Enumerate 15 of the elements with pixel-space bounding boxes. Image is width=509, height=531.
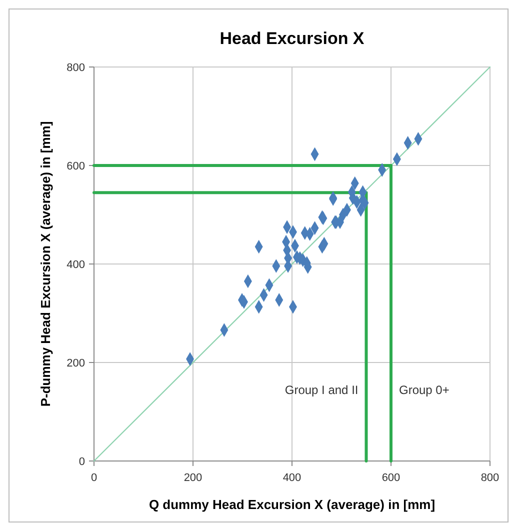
y-tick-label: 400: [66, 259, 85, 271]
y-tick-label: 600: [66, 160, 85, 172]
series-label: Group I and II: [284, 383, 358, 398]
y-tick-label: 0: [78, 456, 85, 468]
y-axis-title: P-dummy Head Excursion X (average) in [mm]: [38, 121, 53, 407]
x-axis-title: Q dummy Head Excursion X (average) in [mm]: [148, 497, 436, 512]
series-label: Group 0+: [399, 383, 450, 398]
y-tick-label: 200: [66, 358, 85, 370]
x-tick-label: 600: [382, 472, 400, 484]
x-tick-label: 400: [282, 472, 302, 484]
chart-title: Head Excursion X: [220, 29, 365, 48]
x-tick-label: 0: [90, 472, 98, 484]
y-tick-label: 800: [66, 62, 85, 74]
x-tick-label: 200: [184, 472, 202, 484]
x-tick-label: 800: [480, 472, 500, 484]
